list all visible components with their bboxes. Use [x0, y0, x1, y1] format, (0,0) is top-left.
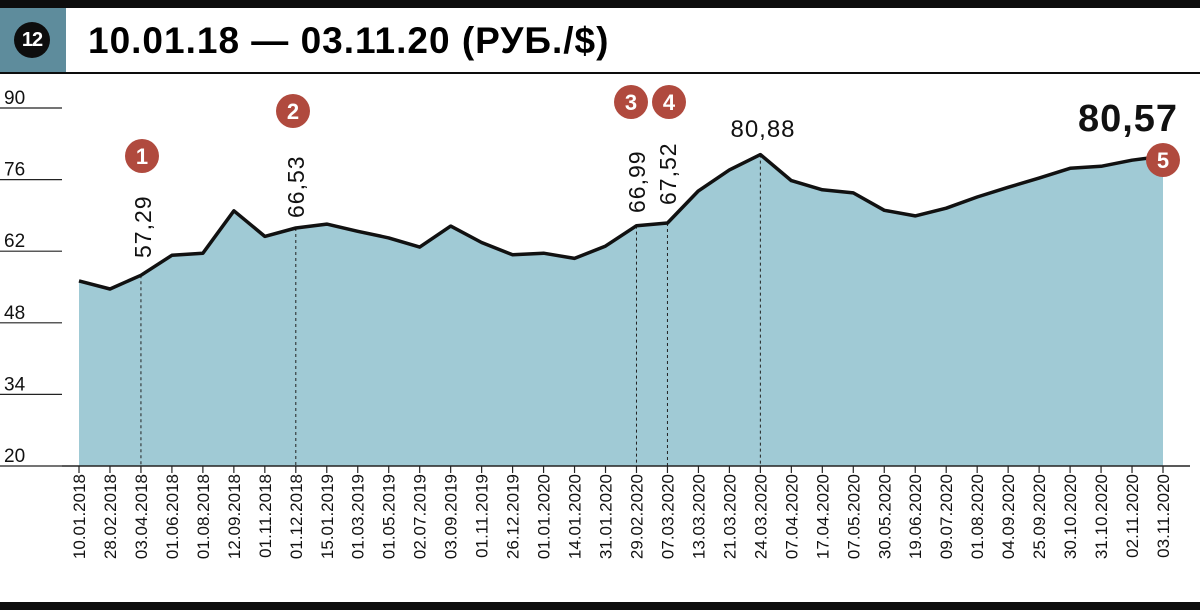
x-tick-label: 24.03.2020 [751, 474, 770, 559]
x-tick-label: 03.11.2020 [1154, 474, 1173, 558]
x-tick-label: 26.12.2019 [504, 474, 523, 559]
value-label-4: 67,52 [655, 142, 681, 205]
event-marker-circle [614, 85, 648, 119]
x-tick-label: 01.05.2019 [380, 474, 399, 559]
chart-header: 12 10.01.18 — 03.11.20 (РУБ./$) [0, 8, 1200, 72]
x-tick-label: 15.01.2019 [318, 474, 337, 559]
x-tick-label: 01.11.2018 [256, 474, 275, 558]
x-tick-label: 10.01.2018 [70, 474, 89, 559]
x-tick-label: 07.05.2020 [844, 474, 863, 559]
x-tick-label: 01.06.2018 [163, 474, 182, 559]
x-tick-label: 25.09.2020 [1030, 474, 1049, 559]
x-tick-label: 01.03.2019 [349, 474, 368, 559]
x-tick-label: 01.08.2020 [968, 474, 987, 559]
x-tick-label: 30.10.2020 [1061, 474, 1080, 559]
event-marker-number: 2 [287, 99, 299, 124]
x-tick-label: 02.07.2019 [411, 474, 430, 559]
x-tick-label: 19.06.2020 [906, 474, 925, 559]
x-tick-label: 01.12.2018 [287, 474, 306, 559]
value-label-3: 66,99 [624, 150, 650, 213]
x-tick-label: 13.03.2020 [689, 474, 708, 559]
event-marker-circle [125, 139, 159, 173]
x-tick-label: 01.08.2018 [194, 474, 213, 559]
event-marker-number: 4 [663, 90, 676, 115]
x-tick-label: 02.11.2020 [1123, 474, 1142, 558]
event-marker-circle [1146, 143, 1180, 177]
x-tick-label: 07.04.2020 [782, 474, 801, 559]
rate-area [79, 154, 1163, 466]
event-marker-circle [276, 94, 310, 128]
peak-value-label: 80,88 [730, 116, 795, 143]
x-tick-label: 12.09.2018 [225, 474, 244, 559]
value-label-2: 66,53 [283, 155, 309, 218]
x-tick-label: 01.01.2020 [535, 474, 554, 559]
x-tick-label: 28.02.2018 [101, 474, 120, 559]
y-tick-label: 90 [4, 88, 25, 109]
bottom-rule [0, 602, 1200, 610]
x-tick-label: 03.09.2019 [442, 474, 461, 559]
x-tick-label: 30.05.2020 [875, 474, 894, 559]
header-rule [0, 72, 1200, 74]
y-tick-label: 62 [4, 231, 25, 252]
value-label-1: 57,29 [130, 195, 156, 258]
y-tick-label: 20 [4, 446, 25, 467]
y-tick-label: 76 [4, 160, 25, 181]
rate-line [78, 152, 1164, 291]
x-tick-label: 31.10.2020 [1092, 474, 1111, 559]
event-marker-number: 1 [136, 144, 148, 169]
x-tick-label: 04.09.2020 [999, 474, 1018, 559]
x-tick-label: 03.04.2018 [132, 474, 151, 559]
event-marker-number: 3 [625, 90, 637, 115]
x-tick-label: 09.07.2020 [937, 474, 956, 559]
chart-title: 10.01.18 — 03.11.20 (РУБ./$) [88, 20, 610, 61]
top-rule [0, 0, 1200, 8]
x-tick-label: 01.11.2019 [473, 474, 492, 558]
y-tick-label: 34 [4, 374, 26, 395]
x-tick-label: 14.01.2020 [566, 474, 585, 559]
x-tick-label: 07.03.2020 [658, 474, 677, 559]
x-tick-label: 29.02.2020 [627, 474, 646, 559]
latest-value-label: 80,57 [1078, 98, 1178, 140]
x-tick-label: 21.03.2020 [720, 474, 739, 559]
x-tick-label: 31.01.2020 [597, 474, 616, 559]
event-marker-circle [652, 85, 686, 119]
chart-number-badge: 12 [14, 22, 50, 58]
y-tick-label: 48 [4, 303, 25, 324]
x-tick-label: 17.04.2020 [813, 474, 832, 559]
event-marker-number: 5 [1157, 148, 1169, 173]
